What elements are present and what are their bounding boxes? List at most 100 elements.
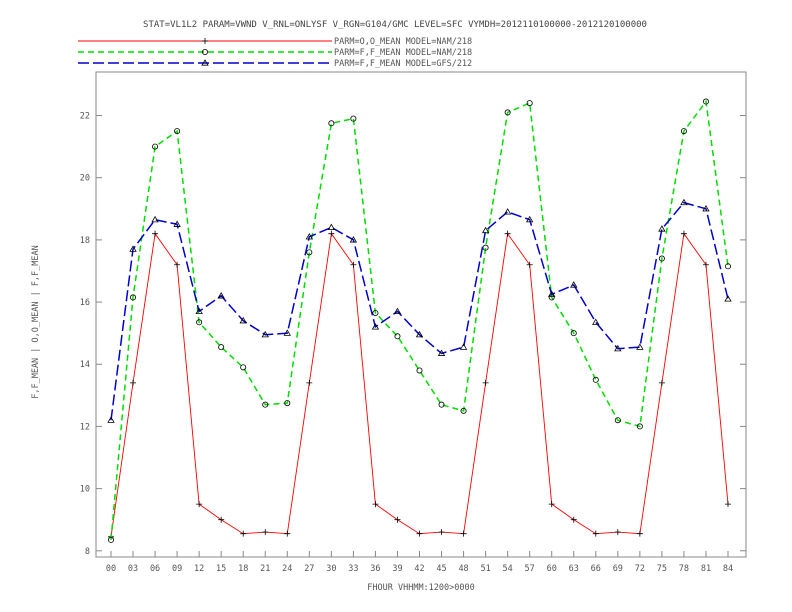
- triangle-marker: [283, 329, 291, 336]
- plus-marker: [614, 529, 621, 536]
- circle-marker: [614, 417, 621, 424]
- circle-marker: [570, 330, 577, 337]
- circle-marker: [240, 364, 247, 371]
- circle-marker: [636, 423, 643, 430]
- legend-label: PARM=F,F_MEAN MODEL=GFS/212: [334, 59, 472, 69]
- triangle-marker: [459, 343, 468, 350]
- plus-marker: [152, 230, 159, 237]
- x-tick-label: 57: [525, 564, 535, 574]
- plus-marker: [460, 530, 467, 537]
- y-tick-label: 10: [80, 485, 90, 495]
- plus-marker: [130, 379, 137, 386]
- circle-marker: [680, 128, 687, 135]
- y-tick-label: 14: [80, 360, 90, 370]
- x-tick-label: 81: [701, 564, 711, 574]
- triangle-marker: [261, 330, 269, 338]
- plus-marker: [570, 516, 577, 523]
- triangle-marker: [592, 318, 600, 325]
- plus-marker: [394, 516, 401, 523]
- x-tick-label: 09: [172, 564, 182, 574]
- triangle-marker: [349, 236, 358, 243]
- x-tick-label: 63: [569, 564, 579, 574]
- circle-marker: [284, 400, 291, 407]
- triangle-marker: [503, 208, 512, 215]
- circle-marker: [416, 367, 423, 374]
- x-tick-label: 78: [679, 564, 689, 574]
- plus-marker: [504, 230, 511, 237]
- legend-label: PARM=O,O_MEAN MODEL=NAM/218: [334, 37, 472, 47]
- triangle-marker: [680, 198, 688, 206]
- triangle-marker: [415, 330, 424, 338]
- x-tick-label: 30: [326, 564, 336, 574]
- triangle-marker: [239, 316, 247, 324]
- y-tick-label: 16: [80, 298, 90, 308]
- triangle-marker: [201, 59, 209, 66]
- triangle-marker: [327, 223, 336, 231]
- x-tick-label: 06: [150, 564, 160, 574]
- x-tick-label: 39: [392, 564, 402, 574]
- plus-marker: [372, 501, 379, 508]
- circle-marker: [372, 309, 379, 316]
- triangle-marker: [393, 307, 402, 314]
- circle-marker: [702, 98, 709, 105]
- legend: PARM=O,O_MEAN MODEL=NAM/218PARM=F,F_MEAN…: [78, 37, 472, 69]
- x-tick-label: 45: [436, 564, 446, 574]
- circle-marker: [504, 109, 511, 116]
- circle-marker: [201, 49, 208, 56]
- triangle-marker: [570, 281, 578, 288]
- triangle-marker: [525, 215, 534, 223]
- chart-title: STAT=VL1L2 PARAM=VWND V_RNL=ONLYSF V_RGN…: [143, 20, 647, 30]
- x-tick-label: 21: [260, 564, 270, 574]
- plus-marker: [592, 530, 599, 537]
- triangle-marker: [481, 226, 490, 234]
- plus-marker: [262, 529, 269, 536]
- triangle-marker: [305, 232, 314, 240]
- x-axis-label: FHOUR VHHMM:1200>0000: [367, 583, 474, 593]
- x-tick-label: 00: [106, 564, 116, 574]
- circle-marker: [350, 115, 357, 122]
- series-line: [110, 99, 729, 540]
- plus-marker: [174, 261, 181, 268]
- triangle-marker: [371, 323, 380, 330]
- plus-marker: [658, 379, 665, 386]
- triangle-marker: [636, 343, 644, 350]
- y-tick-label: 18: [80, 236, 90, 246]
- triangle-marker: [702, 204, 710, 212]
- y-tick-label: 8: [85, 547, 90, 557]
- legend-item: PARM=F,F_MEAN MODEL=GFS/212: [78, 59, 472, 69]
- triangle-marker: [173, 220, 181, 227]
- plus-marker: [548, 501, 555, 508]
- y-tick-label: 12: [80, 422, 90, 432]
- plus-marker: [438, 529, 445, 536]
- plus-marker: [202, 38, 208, 44]
- triangle-marker: [195, 307, 203, 314]
- x-tick-label: 33: [348, 564, 358, 574]
- triangle-marker: [129, 245, 137, 252]
- plus-marker: [482, 379, 489, 386]
- plus-marker: [725, 501, 731, 508]
- plus-marker: [240, 530, 247, 537]
- y-axis: 8 10 12 14 16 18 20 22: [80, 112, 746, 557]
- series-3: [107, 198, 732, 423]
- circle-marker: [438, 401, 445, 408]
- plus-marker: [306, 379, 313, 386]
- circle-marker: [152, 143, 159, 150]
- legend-item: PARM=F,F_MEAN MODEL=NAM/218: [78, 48, 472, 58]
- plus-marker: [680, 230, 687, 237]
- triangle-marker: [614, 344, 622, 352]
- x-axis: 00 03 06 09 12 15 18 21 24 27 30 33 36 39 42 45 48 51 54 57…: [106, 551, 733, 574]
- plus-marker: [702, 261, 709, 268]
- x-tick-label: 03: [128, 564, 138, 574]
- series-1: [108, 230, 731, 540]
- x-tick-label: 72: [635, 564, 645, 574]
- circle-marker: [108, 536, 115, 543]
- x-tick-label: 66: [591, 564, 601, 574]
- triangle-marker: [217, 292, 225, 299]
- y-tick-label: 20: [80, 174, 90, 184]
- plus-marker: [328, 230, 335, 237]
- triangle-marker: [658, 225, 666, 232]
- x-tick-label: 60: [547, 564, 557, 574]
- x-tick-label: 15: [216, 564, 226, 574]
- circle-marker: [526, 100, 533, 107]
